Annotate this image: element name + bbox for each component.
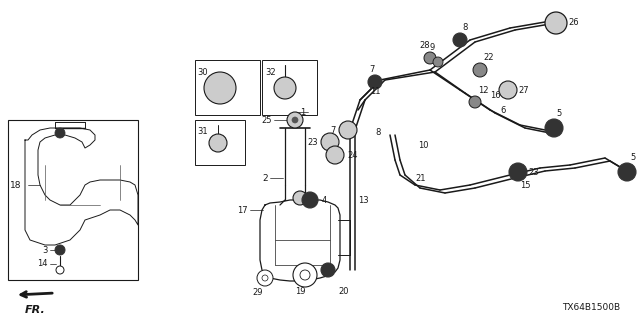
Circle shape <box>545 119 563 137</box>
Text: 2: 2 <box>262 173 268 182</box>
Circle shape <box>326 146 344 164</box>
Text: 18: 18 <box>10 180 22 189</box>
Circle shape <box>292 117 298 123</box>
Circle shape <box>287 112 303 128</box>
Text: 1: 1 <box>300 108 305 116</box>
Text: 23: 23 <box>307 138 318 147</box>
Circle shape <box>499 81 517 99</box>
Circle shape <box>55 128 65 138</box>
Text: 12: 12 <box>478 86 488 95</box>
Circle shape <box>302 192 318 208</box>
Circle shape <box>368 75 382 89</box>
Text: 31: 31 <box>197 127 207 136</box>
Text: 32: 32 <box>265 68 276 77</box>
Text: 20: 20 <box>338 287 349 296</box>
Text: 21: 21 <box>415 173 426 182</box>
Circle shape <box>321 263 335 277</box>
Circle shape <box>293 191 307 205</box>
Bar <box>195 60 260 115</box>
Text: 9: 9 <box>429 43 435 52</box>
Text: 26: 26 <box>568 18 579 27</box>
Text: 7: 7 <box>369 65 374 74</box>
Text: 8: 8 <box>462 23 467 32</box>
Circle shape <box>469 96 481 108</box>
Text: 16: 16 <box>490 91 500 100</box>
Text: 19: 19 <box>295 287 305 296</box>
Text: 3: 3 <box>43 245 48 254</box>
Text: 8: 8 <box>375 127 380 137</box>
Circle shape <box>204 72 236 104</box>
Text: 30: 30 <box>197 68 207 77</box>
Text: 11: 11 <box>370 87 381 96</box>
Text: 5: 5 <box>630 153 636 162</box>
Text: 23: 23 <box>528 167 539 177</box>
Bar <box>8 120 138 280</box>
Circle shape <box>321 133 339 151</box>
Circle shape <box>274 77 296 99</box>
Circle shape <box>55 245 65 255</box>
Text: 14: 14 <box>38 260 48 268</box>
Text: 4: 4 <box>322 196 327 204</box>
Text: 10: 10 <box>418 140 429 149</box>
Text: 5: 5 <box>556 109 561 118</box>
Circle shape <box>473 63 487 77</box>
Circle shape <box>433 57 443 67</box>
Circle shape <box>257 270 273 286</box>
Circle shape <box>424 52 436 64</box>
Text: 28: 28 <box>420 41 430 50</box>
Circle shape <box>453 33 467 47</box>
Text: 7: 7 <box>331 125 336 134</box>
Circle shape <box>618 163 636 181</box>
Text: FR.: FR. <box>24 305 45 315</box>
Circle shape <box>56 266 64 274</box>
Text: 22: 22 <box>483 53 493 62</box>
Circle shape <box>209 134 227 152</box>
Bar <box>195 120 245 165</box>
Circle shape <box>545 12 567 34</box>
Text: 6: 6 <box>500 106 506 115</box>
Circle shape <box>262 275 268 281</box>
Circle shape <box>293 263 317 287</box>
Text: 17: 17 <box>237 205 248 214</box>
Text: 13: 13 <box>358 196 369 204</box>
Circle shape <box>339 121 357 139</box>
Bar <box>262 60 317 115</box>
Text: 27: 27 <box>518 85 529 94</box>
Circle shape <box>509 163 527 181</box>
Circle shape <box>300 270 310 280</box>
Text: 25: 25 <box>262 116 272 124</box>
Text: 24: 24 <box>347 150 358 159</box>
Text: 15: 15 <box>520 180 531 189</box>
Text: 29: 29 <box>253 288 263 297</box>
Text: TX64B1500B: TX64B1500B <box>562 303 620 312</box>
